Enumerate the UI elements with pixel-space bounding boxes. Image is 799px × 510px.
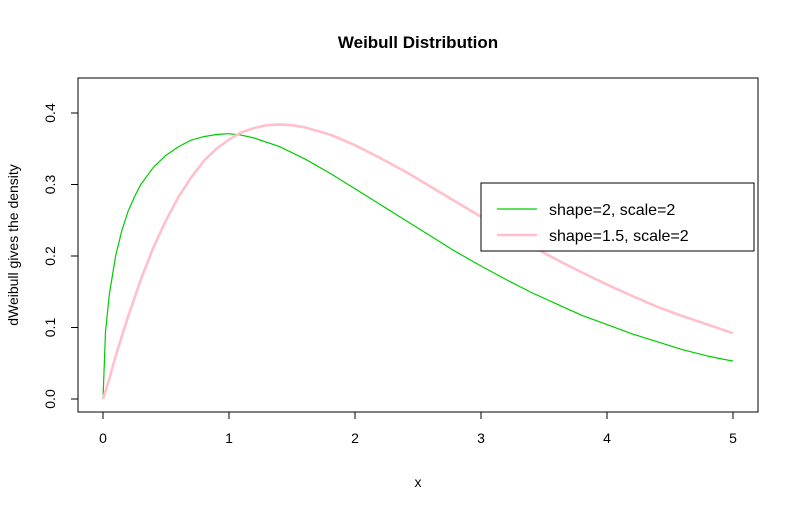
x-tick-label: 0 — [99, 430, 107, 446]
x-tick-label: 2 — [351, 430, 359, 446]
x-tick-label: 5 — [729, 430, 737, 446]
legend-label-1: shape=2, scale=2 — [549, 202, 675, 219]
legend: shape=2, scale=2 shape=1.5, scale=2 — [480, 182, 755, 252]
legend-label-2: shape=1.5, scale=2 — [549, 228, 689, 245]
y-axis-label: dWeibull gives the density — [5, 164, 21, 326]
series-layer — [101, 123, 734, 400]
y-tick-label: 0.4 — [42, 103, 58, 123]
y-tick-label: 0.1 — [42, 318, 58, 338]
x-tick-label: 1 — [225, 430, 233, 446]
y-axis: 0.0 0.1 0.2 0.3 0.4 — [42, 103, 79, 409]
x-axis: 0 1 2 3 4 5 — [99, 411, 737, 446]
y-tick-label: 0.0 — [42, 389, 58, 409]
legend-box — [480, 182, 755, 252]
x-axis-label: x — [415, 474, 422, 490]
series-line-1 — [102, 133, 734, 400]
y-tick-label: 0.2 — [42, 246, 58, 266]
y-tick-label: 0.3 — [42, 175, 58, 195]
chart-title: Weibull Distribution — [338, 33, 498, 52]
series-line-2 — [101, 123, 734, 400]
x-tick-label: 4 — [603, 430, 611, 446]
x-tick-label: 3 — [477, 430, 485, 446]
